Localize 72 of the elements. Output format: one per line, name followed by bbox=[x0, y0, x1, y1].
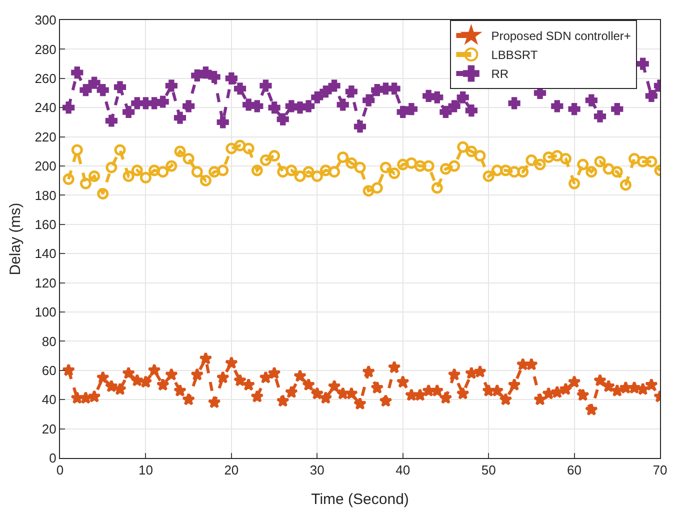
y-tick-label: 260 bbox=[34, 70, 56, 86]
point bbox=[216, 116, 229, 128]
y-axis-title: Delay (ms) bbox=[7, 202, 24, 276]
point bbox=[456, 91, 469, 104]
y-tick-label: 80 bbox=[42, 334, 56, 349]
y-tick-label: 160 bbox=[34, 216, 56, 232]
point bbox=[80, 84, 92, 96]
x-tick-label: 20 bbox=[224, 462, 239, 478]
point bbox=[71, 66, 84, 79]
point bbox=[508, 97, 520, 110]
point bbox=[320, 85, 332, 98]
point bbox=[114, 81, 126, 94]
y-tick-label: 40 bbox=[42, 392, 56, 408]
y-tick-label: 300 bbox=[34, 12, 56, 28]
point bbox=[276, 113, 289, 126]
point bbox=[182, 100, 195, 112]
point bbox=[311, 91, 324, 104]
point bbox=[302, 100, 315, 112]
y-tick-label: 220 bbox=[34, 129, 56, 144]
x-tick-label: 50 bbox=[481, 462, 496, 478]
y-tick-label: 240 bbox=[34, 100, 56, 116]
point bbox=[122, 106, 135, 118]
point bbox=[328, 80, 340, 92]
x-tick-label: 70 bbox=[652, 462, 668, 478]
point bbox=[448, 100, 460, 112]
point bbox=[336, 98, 349, 111]
point bbox=[200, 66, 212, 79]
point bbox=[225, 72, 238, 84]
y-tick-label: 180 bbox=[34, 188, 56, 203]
legend-label: Proposed SDN controller+ bbox=[491, 29, 631, 44]
point bbox=[174, 112, 186, 124]
point bbox=[260, 80, 272, 92]
point bbox=[62, 102, 75, 114]
point bbox=[465, 104, 478, 117]
x-tick-label: 10 bbox=[138, 462, 153, 478]
point bbox=[234, 82, 246, 95]
y-tick-label: 280 bbox=[34, 42, 56, 57]
legend-label: RR bbox=[491, 67, 509, 82]
y-tick-label: 100 bbox=[34, 304, 56, 320]
point bbox=[611, 103, 624, 116]
point bbox=[405, 103, 418, 116]
y-tick-label: 140 bbox=[34, 246, 56, 262]
y-tick-label: 200 bbox=[34, 158, 56, 174]
point bbox=[191, 69, 204, 82]
point bbox=[105, 114, 118, 127]
x-tick-label: 30 bbox=[310, 462, 324, 478]
x-axis-title: Time (Second) bbox=[311, 491, 409, 508]
point bbox=[431, 91, 444, 104]
legend-label: LBBSRT bbox=[491, 48, 538, 62]
x-tick-label: 40 bbox=[396, 462, 410, 478]
y-tick-label: 0 bbox=[49, 450, 56, 466]
point bbox=[96, 84, 109, 96]
point bbox=[251, 100, 264, 112]
point bbox=[165, 80, 178, 92]
y-tick-label: 60 bbox=[42, 362, 56, 378]
point bbox=[645, 90, 658, 102]
point bbox=[551, 100, 564, 112]
point bbox=[156, 96, 169, 108]
point bbox=[388, 82, 400, 95]
point bbox=[636, 58, 649, 70]
point bbox=[354, 120, 366, 133]
y-tick-label: 20 bbox=[42, 421, 56, 436]
x-tick-label: 60 bbox=[567, 462, 582, 478]
point bbox=[362, 94, 375, 106]
point bbox=[440, 106, 452, 118]
point bbox=[396, 106, 409, 118]
point bbox=[268, 102, 280, 114]
point bbox=[345, 85, 358, 98]
point bbox=[208, 70, 220, 83]
point bbox=[568, 103, 580, 116]
point bbox=[88, 76, 100, 89]
y-tick-label: 120 bbox=[34, 275, 56, 290]
